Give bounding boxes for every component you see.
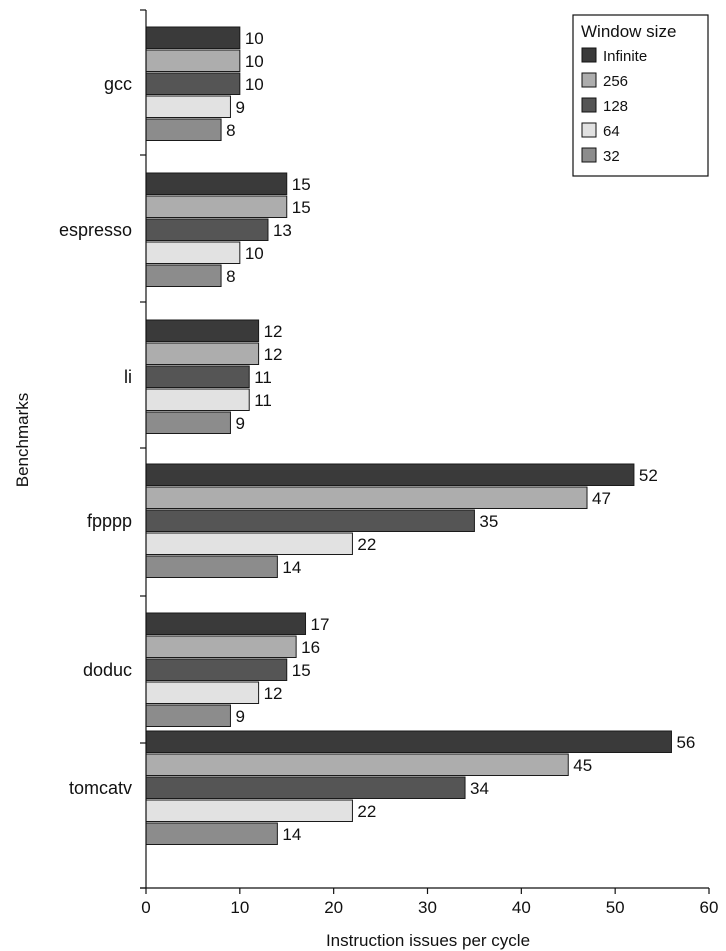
bar-gcc-256 [145, 49, 241, 72]
legend-label-128: 128 [603, 98, 628, 115]
legend-swatch-128 [581, 97, 597, 113]
value-label-doduc-128: 15 [292, 661, 311, 680]
value-label-doduc-256: 16 [301, 638, 320, 657]
value-label-tomcatv-infinite: 56 [676, 733, 695, 752]
bar-doduc-128 [145, 658, 288, 681]
bar-fpppp-infinite [145, 463, 635, 486]
value-label-fpppp-infinite: 52 [639, 466, 658, 485]
bar-espresso-128 [145, 218, 269, 241]
x-tick-label-20: 20 [324, 898, 343, 917]
category-label-fpppp: fpppp [87, 511, 132, 531]
bar-li-256 [145, 342, 260, 365]
category-label-gcc: gcc [104, 74, 132, 94]
value-label-espresso-128: 13 [273, 221, 292, 240]
category-label-espresso: espresso [59, 220, 132, 240]
y-axis-title: Benchmarks [13, 393, 32, 487]
category-label-li: li [124, 367, 132, 387]
value-label-li-64: 11 [254, 391, 272, 410]
value-label-li-infinite: 12 [264, 322, 283, 341]
bar-doduc-64 [145, 681, 260, 704]
bar-doduc-32 [145, 704, 231, 727]
value-label-tomcatv-256: 45 [573, 756, 592, 775]
legend-swatch-64 [581, 122, 597, 138]
value-label-doduc-64: 12 [264, 684, 283, 703]
legend-label-infinite: Infinite [603, 48, 647, 65]
axes-layer: 0 10 20 30 40 50 60 [140, 9, 719, 917]
value-label-doduc-32: 9 [235, 707, 244, 726]
bar-gcc-32 [145, 118, 222, 141]
bar-fpppp-64 [145, 532, 353, 555]
legend: Window size Infinite 256 128 64 32 [572, 14, 709, 177]
bar-li-infinite [145, 319, 260, 342]
bar-doduc-256 [145, 635, 297, 658]
bar-tomcatv-infinite [145, 730, 672, 753]
bar-li-128 [145, 365, 250, 388]
category-label-doduc: doduc [83, 660, 132, 680]
bar-espresso-256 [145, 195, 288, 218]
bar-fpppp-32 [145, 555, 278, 578]
bar-tomcatv-128 [145, 776, 466, 799]
category-label-tomcatv: tomcatv [69, 778, 132, 798]
bar-tomcatv-32 [145, 822, 278, 845]
bar-tomcatv-64 [145, 799, 353, 822]
value-label-fpppp-128: 35 [479, 512, 498, 531]
value-label-espresso-64: 10 [245, 244, 264, 263]
legend-label-256: 256 [603, 73, 628, 90]
bar-li-64 [145, 388, 250, 411]
bar-fpppp-256 [145, 486, 588, 509]
bar-li-32 [145, 411, 231, 434]
x-tick-label-50: 50 [606, 898, 625, 917]
x-tick-label-60: 60 [700, 898, 719, 917]
x-tick-label-0: 0 [141, 898, 150, 917]
value-label-fpppp-64: 22 [357, 535, 376, 554]
legend-swatch-256 [581, 72, 597, 88]
value-label-li-32: 9 [235, 414, 244, 433]
legend-title: Window size [581, 22, 676, 41]
value-label-li-128: 11 [254, 368, 272, 387]
bar-espresso-32 [145, 264, 222, 287]
value-label-li-256: 12 [264, 345, 283, 364]
value-label-tomcatv-64: 22 [357, 802, 376, 821]
value-label-gcc-infinite: 10 [245, 29, 264, 48]
bar-gcc-128 [145, 72, 241, 95]
bar-tomcatv-256 [145, 753, 569, 776]
value-label-espresso-32: 8 [226, 267, 235, 286]
x-tick-label-30: 30 [418, 898, 437, 917]
legend-label-64: 64 [603, 123, 620, 140]
x-tick-label-10: 10 [230, 898, 249, 917]
bar-espresso-64 [145, 241, 241, 264]
value-label-fpppp-256: 47 [592, 489, 611, 508]
value-label-gcc-128: 10 [245, 75, 264, 94]
bar-doduc-infinite [145, 612, 307, 635]
bar-espresso-infinite [145, 172, 288, 195]
bar-gcc-64 [145, 95, 231, 118]
value-label-doduc-infinite: 17 [311, 615, 330, 634]
value-label-espresso-256: 15 [292, 198, 311, 217]
legend-swatch-infinite [581, 47, 597, 63]
bar-gcc-infinite [145, 26, 241, 49]
value-label-gcc-64: 9 [235, 98, 244, 117]
value-label-gcc-32: 8 [226, 121, 235, 140]
legend-swatch-32 [581, 147, 597, 163]
value-label-espresso-infinite: 15 [292, 175, 311, 194]
value-label-gcc-256: 10 [245, 52, 264, 71]
legend-label-32: 32 [603, 148, 620, 165]
x-axis-title: Instruction issues per cycle [326, 931, 530, 950]
bar-fpppp-128 [145, 509, 475, 532]
value-label-tomcatv-32: 14 [282, 825, 301, 844]
value-label-tomcatv-128: 34 [470, 779, 489, 798]
x-tick-label-40: 40 [512, 898, 531, 917]
value-labels-layer: 10101098gcc151513108espresso121211119li5… [59, 29, 695, 844]
value-label-fpppp-32: 14 [282, 558, 301, 577]
